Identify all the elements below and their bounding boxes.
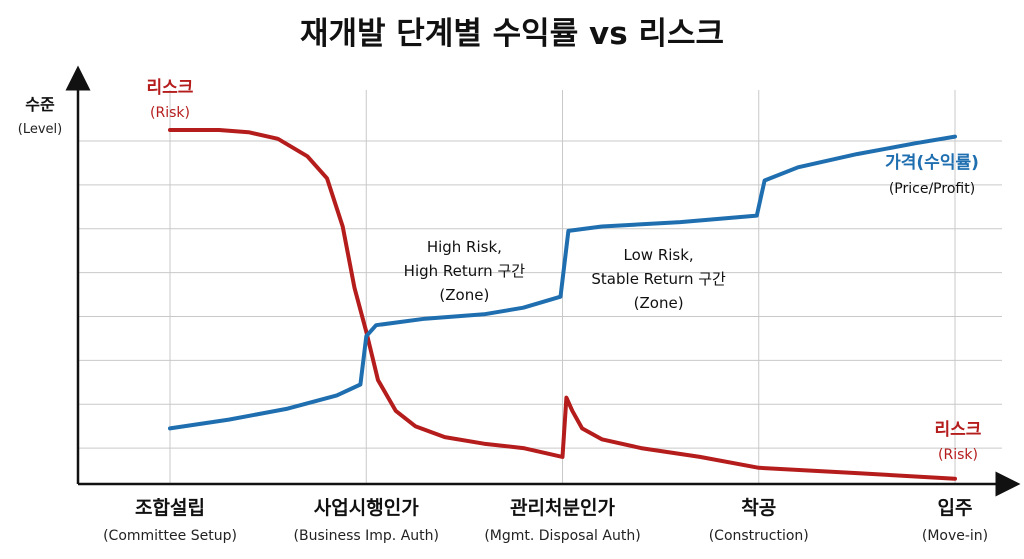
x-tick-sublabel: (Committee Setup) (103, 528, 237, 544)
x-tick-sublabel: (Business Imp. Auth) (294, 528, 439, 544)
x-tick-label: 조합설립 (135, 497, 205, 519)
x-tick-labels: 조합설립 (Committee Setup) 사업시행인가 (Business Imp… (103, 497, 988, 544)
x-tick-label: 관리처분인가 (510, 497, 615, 519)
x-tick-label: 사업시행인가 (314, 497, 419, 519)
risk-label-end-en: (Risk) (938, 447, 978, 463)
zone-annotation-1: Low Risk, Stable Return 구간 (Zone) (591, 246, 726, 312)
price-label-en: (Price/Profit) (889, 181, 975, 197)
y-axis-label-en: (Level) (18, 122, 62, 137)
y-axis-label: 수준 (25, 95, 55, 114)
risk-label-end: 리스크 (935, 420, 982, 440)
zone-annotation-line: High Risk, (427, 238, 502, 256)
risk-series-line (168, 128, 957, 481)
zone-annotation-0: High Risk, High Return 구간 (Zone) (404, 238, 526, 304)
chart-title: 재개발 단계별 수익률 vs 리스크 (300, 16, 724, 52)
zone-annotation-line: High Return 구간 (404, 262, 526, 280)
zone-annotation-line: Stable Return 구간 (591, 270, 726, 288)
risk-label-start: 리스크 (147, 78, 194, 98)
zone-annotation-line: (Zone) (439, 286, 489, 304)
x-tick-sublabel: (Construction) (709, 528, 809, 544)
zone-annotation-line: Low Risk, (624, 246, 694, 264)
grid-lines (78, 90, 1002, 484)
series-layer (168, 128, 957, 481)
x-tick-sublabel: (Move-in) (922, 528, 988, 544)
zone-annotation-line: (Zone) (634, 294, 684, 312)
x-tick-label: 입주 (938, 497, 973, 519)
x-tick-sublabel: (Mgmt. Disposal Auth) (484, 528, 640, 544)
risk-label-start-en: (Risk) (150, 105, 190, 121)
zone-annotations: High Risk, High Return 구간 (Zone) Low Risk, S… (404, 238, 726, 312)
x-tick-label: 착공 (741, 497, 776, 519)
price-label: 가격(수익률) (885, 153, 979, 173)
price-series-line (168, 134, 957, 431)
